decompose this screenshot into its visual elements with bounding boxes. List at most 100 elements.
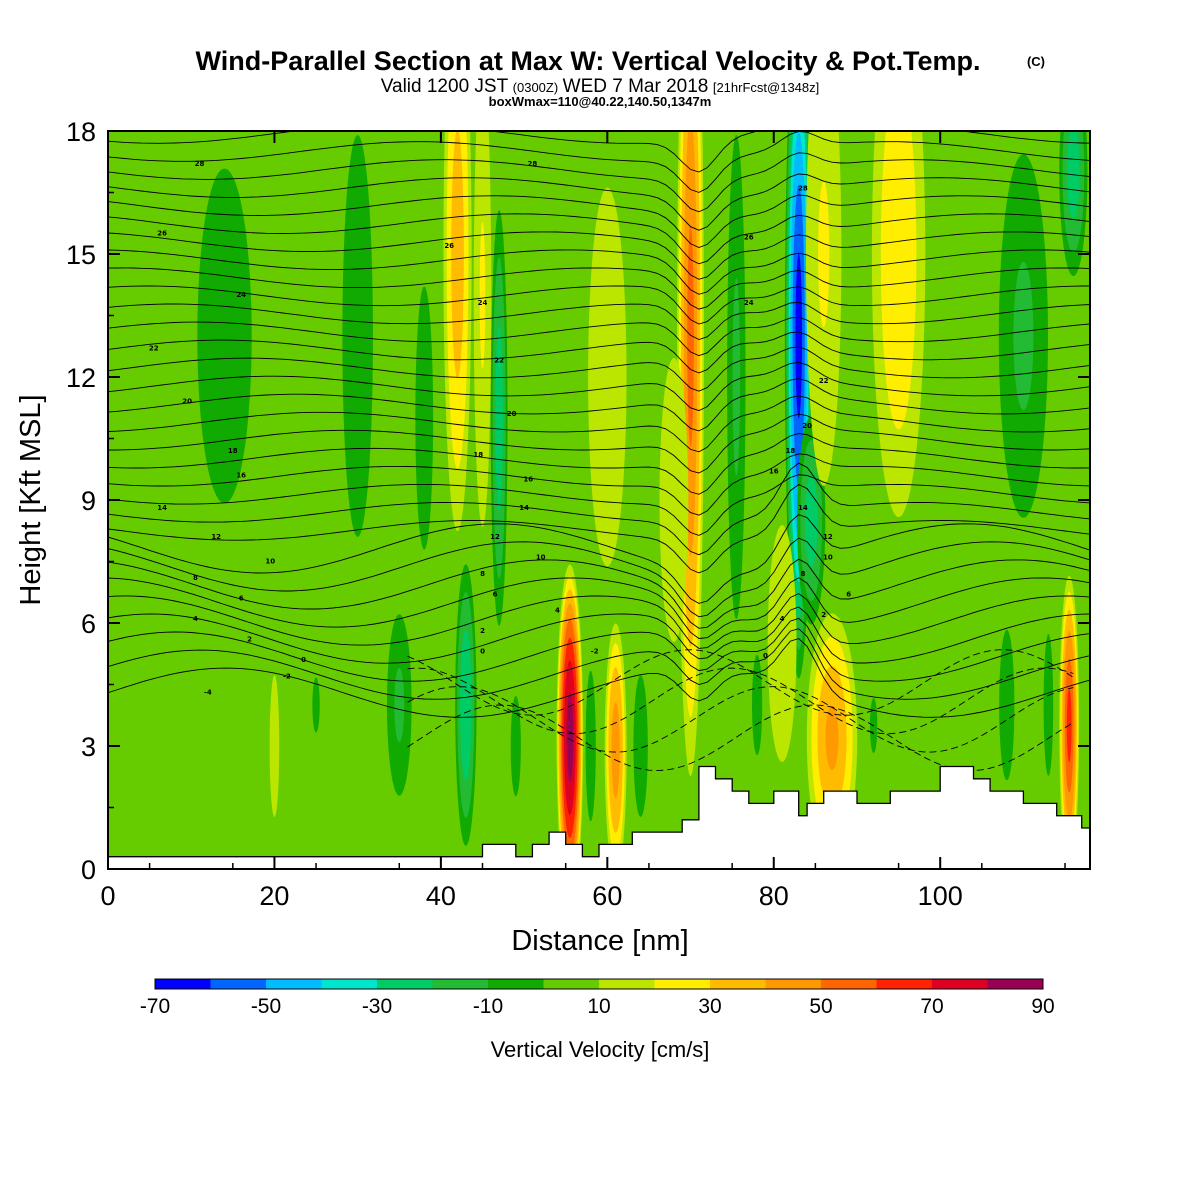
contour-label: 16 xyxy=(236,471,246,479)
colorbar-tick-label: 30 xyxy=(698,995,721,1018)
contour-label: 18 xyxy=(228,447,238,455)
contour-label: 2 xyxy=(821,611,826,619)
dashed-contour xyxy=(407,686,1074,753)
chart-title: Wind-Parallel Section at Max W: Vertical… xyxy=(196,46,981,76)
downdraft-12-level xyxy=(510,695,521,797)
contour-label: 14 xyxy=(519,504,529,512)
colorbar-tick-label: 90 xyxy=(1031,995,1054,1018)
isentrope-line xyxy=(108,213,1090,265)
downdraft-11-level xyxy=(633,675,648,817)
contour-label: 28 xyxy=(528,160,538,168)
x-tick-label: 100 xyxy=(918,881,963,911)
downdraft-17-level xyxy=(752,654,763,756)
isentrope-line xyxy=(108,617,1090,682)
colorbar-bin xyxy=(488,979,544,989)
isentrope-line xyxy=(108,131,1090,173)
contour-label: 18 xyxy=(473,451,483,459)
y-tick-label: 12 xyxy=(66,363,96,393)
updraft-9-level xyxy=(880,131,917,430)
isentrope-line xyxy=(108,249,1090,295)
copyright-tag: (C) xyxy=(1027,54,1045,69)
colorbar-bin xyxy=(432,979,488,989)
x-tick-label: 80 xyxy=(759,881,789,911)
contour-label: 8 xyxy=(193,574,198,582)
isentrope-line xyxy=(108,593,1090,649)
valid-date: WED 7 Mar 2018 xyxy=(563,76,709,97)
colorbar-tick-label: 70 xyxy=(920,995,943,1018)
y-tick-label: 6 xyxy=(81,609,96,639)
contour-label: 18 xyxy=(786,447,796,455)
colorbar-bin xyxy=(321,979,377,989)
y-tick-label: 9 xyxy=(81,486,96,516)
contour-label: 12 xyxy=(490,533,500,541)
isentrope-line xyxy=(108,558,1090,629)
valid-prefix: Valid 1200 JST xyxy=(381,76,509,97)
contour-label: -4 xyxy=(204,689,212,697)
x-tick-label: 20 xyxy=(259,881,289,911)
colorbar-tick-label: 50 xyxy=(809,995,832,1018)
downdraft-13-level xyxy=(999,629,1015,781)
updraft-10-level xyxy=(588,187,627,567)
updraft-8-level xyxy=(818,180,830,328)
colorbar-bin xyxy=(543,979,599,989)
isentrope-line xyxy=(108,231,1090,280)
isentrope-line xyxy=(108,194,1090,248)
contour-label: 4 xyxy=(780,615,785,623)
downdraft-1-level xyxy=(804,474,818,567)
dashed-contours xyxy=(407,649,1074,772)
contour-label: 10 xyxy=(265,558,275,566)
contour-label: 26 xyxy=(744,234,754,242)
contour-label: 14 xyxy=(798,504,808,512)
contour-label: 20 xyxy=(507,410,517,418)
colorbar-bin xyxy=(932,979,988,989)
contour-label: 26 xyxy=(157,230,167,238)
contour-label: 16 xyxy=(523,476,533,484)
isentrope-line xyxy=(108,267,1090,310)
contour-label: 12 xyxy=(823,533,833,541)
downdraft-14-level xyxy=(1043,634,1054,776)
isentrope-line xyxy=(108,173,1090,231)
colorbar-tick-label: -50 xyxy=(251,995,281,1018)
forecast-info: [21hrFcst@1348z] xyxy=(713,80,819,95)
contour-label: 6 xyxy=(493,590,498,598)
contour-label: 2 xyxy=(480,627,485,635)
colorbar-frame xyxy=(154,978,1044,990)
x-tick-label: 40 xyxy=(426,881,456,911)
isentrope-line xyxy=(108,316,1090,357)
dashed-contour xyxy=(407,667,1074,735)
isentrope-line xyxy=(108,378,1090,432)
updraft-0-level xyxy=(566,693,574,783)
colorbar-bin xyxy=(210,979,266,989)
downdraft-7-level xyxy=(342,135,373,537)
contour-label: 16 xyxy=(769,467,779,475)
isentrope-line xyxy=(108,413,1090,474)
isentrope-line xyxy=(108,131,1090,193)
contour-label: 0 xyxy=(301,656,306,664)
isentrope-line xyxy=(108,628,1090,700)
updraft-1-level xyxy=(611,702,620,798)
x-axis-label: Distance [nm] xyxy=(511,925,688,957)
isentrope-line xyxy=(108,537,1090,618)
contour-label: 10 xyxy=(823,553,833,561)
box-wmax-info: boxWmax=110@40.22,140.50,1347m xyxy=(489,94,712,109)
isentrope-lines xyxy=(108,131,1090,718)
contour-label: 4 xyxy=(193,615,198,623)
contour-label: 24 xyxy=(236,291,246,299)
downdraft-0-level xyxy=(795,253,803,419)
contour-label: 28 xyxy=(798,184,808,192)
contour-label: 8 xyxy=(800,570,805,578)
updraft-6-level xyxy=(451,131,464,378)
contour-label: 2 xyxy=(247,635,252,643)
contour-label: -2 xyxy=(283,672,291,680)
isentrope-line xyxy=(108,483,1090,574)
isentrope-line xyxy=(108,606,1090,664)
colorbar-bin xyxy=(155,979,211,989)
y-tick-label: 3 xyxy=(81,732,96,762)
downdraft-4-level xyxy=(394,667,405,743)
contour-label: 24 xyxy=(478,299,488,307)
x-tick-label: 60 xyxy=(592,881,622,911)
